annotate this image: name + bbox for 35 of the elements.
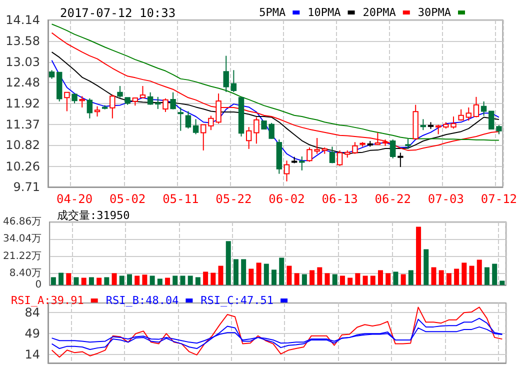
- y-tick-label: 21.22万: [2, 250, 42, 262]
- y-tick-label: 10.82: [6, 138, 40, 152]
- y-tick-label: 0: [35, 280, 42, 290]
- y-tick-label: 14.14: [6, 13, 40, 27]
- y-tick-label: 84: [24, 306, 40, 320]
- y-tick-label: 34.04万: [2, 234, 42, 245]
- legend-label: RSI_C:47.51: [200, 294, 274, 307]
- y-tick-label: 9.71: [13, 180, 40, 194]
- x-tick-label: 06-02: [268, 192, 305, 206]
- legend-label: 10PMA: [308, 6, 342, 19]
- y-tick-label: 12.48: [6, 76, 40, 90]
- y-tick-label: 11.37: [6, 117, 40, 132]
- y-tick-label: 10.26: [6, 159, 40, 174]
- y-tick-label: 46.86万: [2, 216, 42, 228]
- chart-title: 2017-07-12 10:33: [60, 6, 176, 20]
- x-tick-label: 05-02: [110, 192, 146, 206]
- legend-label: 30PMA: [418, 6, 452, 19]
- y-tick-label: 14: [24, 348, 40, 362]
- y-tick-label: 49: [24, 326, 40, 341]
- legend-label: RSI_A:39.91: [10, 294, 84, 307]
- x-tick-label: 07-12: [480, 192, 518, 206]
- x-tick-label: 05-22: [216, 192, 252, 206]
- legend-label: RSI_B:48.04: [106, 294, 180, 307]
- y-tick-label: 13.58: [6, 34, 40, 48]
- y-tick-label: 8.40万: [9, 268, 42, 280]
- legend-label: 5PMA: [259, 6, 286, 19]
- legend-label: 20PMA: [362, 6, 396, 19]
- x-tick-label: 06-22: [374, 192, 411, 206]
- x-tick-label: 04-20: [56, 192, 93, 206]
- x-tick-label: 05-11: [162, 192, 199, 206]
- x-tick-label: 06-13: [322, 192, 358, 206]
- y-tick-label: 11.92: [6, 96, 40, 111]
- x-tick-label: 07-03: [428, 192, 464, 206]
- y-tick-label: 13.03: [6, 54, 40, 69]
- chart-title: 成交量:31950: [57, 209, 130, 222]
